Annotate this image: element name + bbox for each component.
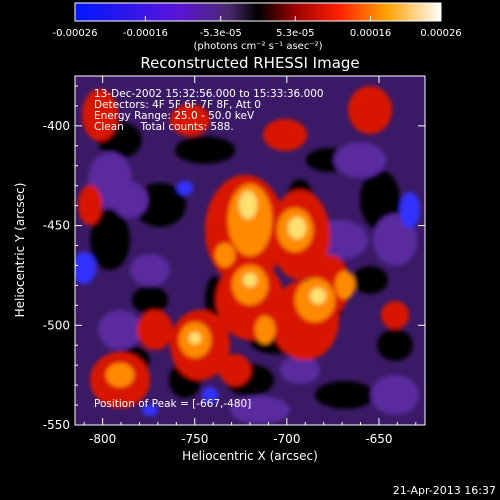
y-axis-label: Heliocentric Y (arcsec)	[13, 183, 27, 318]
heatmap-image	[75, 76, 425, 425]
x-tick-label: -800	[89, 432, 116, 446]
colorbar-ticks: -0.00026 -0.00016 -5.3e-05 5.3e-05 0.00016 0.…	[53, 16, 462, 39]
annotation-energy: Energy Range: 25.0 - 50.0 keV	[94, 110, 255, 122]
annotation-peak: Position of Peak = [-667,-480]	[94, 398, 251, 410]
y-tick-label: -500	[43, 318, 70, 332]
colorbar-tick-label: 0.00026	[420, 28, 461, 39]
colorbar	[74, 2, 442, 22]
y-tick-label: -400	[43, 119, 70, 133]
y-tick-label: -550	[43, 418, 70, 432]
annotation-detectors: Detectors: 4F 5F 6F 7F 8F, Att 0	[94, 99, 261, 111]
x-axis-label: Heliocentric X (arcsec)	[182, 449, 318, 463]
colorbar-tick-label: -5.3e-05	[200, 28, 242, 39]
colorbar-unit-label: (photons cm⁻² s⁻¹ asec⁻²)	[193, 41, 322, 52]
footer-timestamp: 21-Apr-2013 16:37	[393, 484, 496, 497]
colorbar-tick-label: 5.3e-05	[276, 28, 314, 39]
colorbar-tick-label: 0.00016	[350, 28, 391, 39]
annotation-time: 13-Dec-2002 15:32:56.000 to 15:33:36.000	[94, 88, 324, 100]
y-tick-label: -450	[43, 219, 70, 233]
colorbar-tick-label: -0.00026	[53, 28, 98, 39]
chart-title: Reconstructed RHESSI Image	[140, 54, 359, 72]
annotation-clean: Clean Total counts: 588.	[94, 121, 234, 133]
x-tick-label: -750	[181, 432, 208, 446]
axis-ticks: -800 -750 -700 -650 -400 -450 -500 -550	[43, 76, 425, 446]
colorbar-tick-label: -0.00016	[123, 28, 168, 39]
x-tick-label: -650	[365, 432, 392, 446]
x-tick-label: -700	[273, 432, 300, 446]
